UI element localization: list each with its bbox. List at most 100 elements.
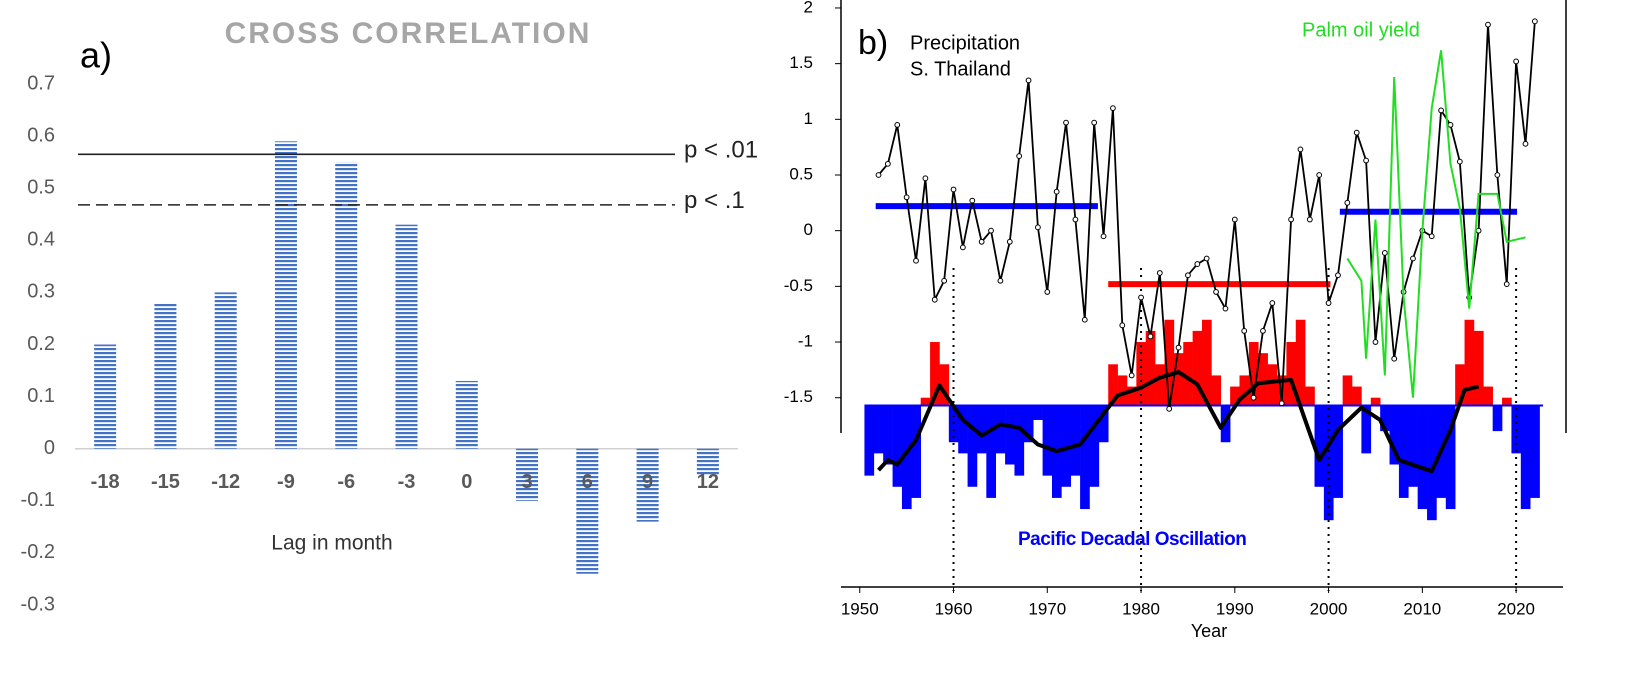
pdo-bar	[1042, 405, 1053, 476]
bar	[636, 448, 659, 522]
pdo-bar	[1164, 319, 1175, 406]
data-point	[913, 257, 919, 264]
data-point	[969, 197, 976, 204]
bar	[395, 224, 418, 449]
pdo-bar	[1211, 375, 1222, 406]
data-point	[1006, 238, 1013, 245]
y-tick-label: 0.3	[27, 281, 55, 303]
pdo-bar	[1098, 405, 1109, 443]
pdo-bar	[901, 405, 912, 510]
data-point	[1316, 172, 1323, 178]
data-point	[1438, 107, 1445, 114]
data-point	[1503, 281, 1510, 288]
pdo-bar	[1333, 405, 1343, 498]
data-point	[1494, 172, 1501, 178]
pdo-bar	[995, 405, 1006, 454]
data-point	[950, 186, 957, 193]
x-tick-label: 1990	[1216, 599, 1254, 618]
data-point	[988, 227, 994, 234]
pdo-bar	[958, 405, 968, 454]
data-point	[1381, 250, 1388, 256]
y-tick-label: 0.7	[27, 72, 55, 94]
x-tick-label: -9	[277, 471, 295, 493]
x-tick-label: 9	[642, 471, 653, 493]
y-tick-label: 0	[804, 220, 813, 239]
data-point	[1372, 339, 1379, 345]
data-point	[1531, 18, 1538, 25]
data-point	[875, 172, 882, 178]
data-point	[1119, 322, 1126, 329]
data-point	[1016, 153, 1023, 159]
data-point	[903, 194, 910, 201]
pdo-bar	[1398, 405, 1409, 498]
y-tick-label: -0.2	[21, 541, 55, 563]
reference-label: p < .1	[684, 187, 745, 214]
pdo-bar	[1408, 405, 1418, 487]
x-tick-label: 12	[697, 471, 719, 493]
y-tick-label: -0.3	[21, 593, 55, 615]
pdo-bar	[1483, 386, 1493, 406]
bar	[516, 448, 539, 501]
data-point	[894, 121, 901, 128]
data-point	[1138, 294, 1144, 301]
pdo-bar	[1230, 386, 1240, 406]
y-tick-label: 1	[804, 109, 813, 128]
pdo-bar	[1117, 375, 1128, 406]
x-axis-label: Lag in month	[271, 532, 392, 555]
y-tick-label: -1.5	[784, 387, 813, 406]
pdo-bar	[1417, 405, 1428, 510]
data-point	[941, 277, 948, 284]
data-point	[1025, 77, 1032, 84]
bar	[335, 162, 358, 449]
pdo-bar	[1267, 364, 1278, 406]
pdo-bar	[1502, 397, 1512, 406]
data-point	[1091, 119, 1098, 126]
data-point	[1185, 272, 1191, 279]
data-point	[1260, 327, 1266, 334]
pdo-bar	[930, 342, 940, 406]
data-point	[1100, 233, 1107, 240]
bar	[94, 344, 117, 449]
legend-label: S. Thailand	[910, 58, 1011, 80]
pdo-bar	[1492, 405, 1503, 432]
pdo-bar	[1023, 405, 1034, 443]
pdo-bar	[1352, 386, 1362, 406]
x-tick-label: 0	[461, 471, 472, 493]
pdo-bar	[1258, 353, 1268, 406]
pdo-bar	[1389, 405, 1400, 465]
y-tick-label: 2	[804, 0, 813, 16]
pdo-bar	[1014, 405, 1025, 476]
x-tick-label: 2020	[1497, 599, 1535, 618]
pdo-bar	[1248, 342, 1259, 406]
pdo-bar	[1239, 375, 1250, 406]
data-point	[1035, 224, 1041, 231]
pdo-bar	[1380, 405, 1390, 432]
data-point	[1250, 394, 1257, 401]
pdo-bar	[1323, 405, 1334, 521]
data-point	[1485, 21, 1491, 28]
pdo-bar	[1370, 397, 1381, 406]
pdo-bar	[1520, 405, 1531, 510]
x-tick-label: -3	[398, 471, 416, 493]
pdo-bar	[1427, 405, 1437, 521]
pdo-bar	[976, 405, 987, 454]
y-tick-label: 0.6	[27, 124, 55, 146]
pdo-bar	[1305, 386, 1315, 406]
data-point	[1325, 300, 1332, 306]
data-point	[1297, 146, 1304, 153]
pdo-bar	[1295, 319, 1306, 406]
data-point	[1063, 119, 1069, 126]
pdo-bar	[1061, 405, 1072, 487]
data-point	[1166, 405, 1173, 412]
data-point	[1231, 216, 1238, 223]
pdo-bar	[1464, 319, 1475, 406]
bar	[274, 141, 297, 449]
y-tick-label: 0.5	[27, 176, 55, 198]
pdo-smooth-line	[877, 370, 1480, 474]
y-tick-label: -0.1	[21, 489, 55, 511]
data-point	[931, 296, 938, 303]
pdo-bar	[920, 397, 931, 406]
data-point	[1044, 289, 1051, 295]
pdo-bar	[1126, 386, 1137, 406]
data-point	[1203, 255, 1210, 262]
